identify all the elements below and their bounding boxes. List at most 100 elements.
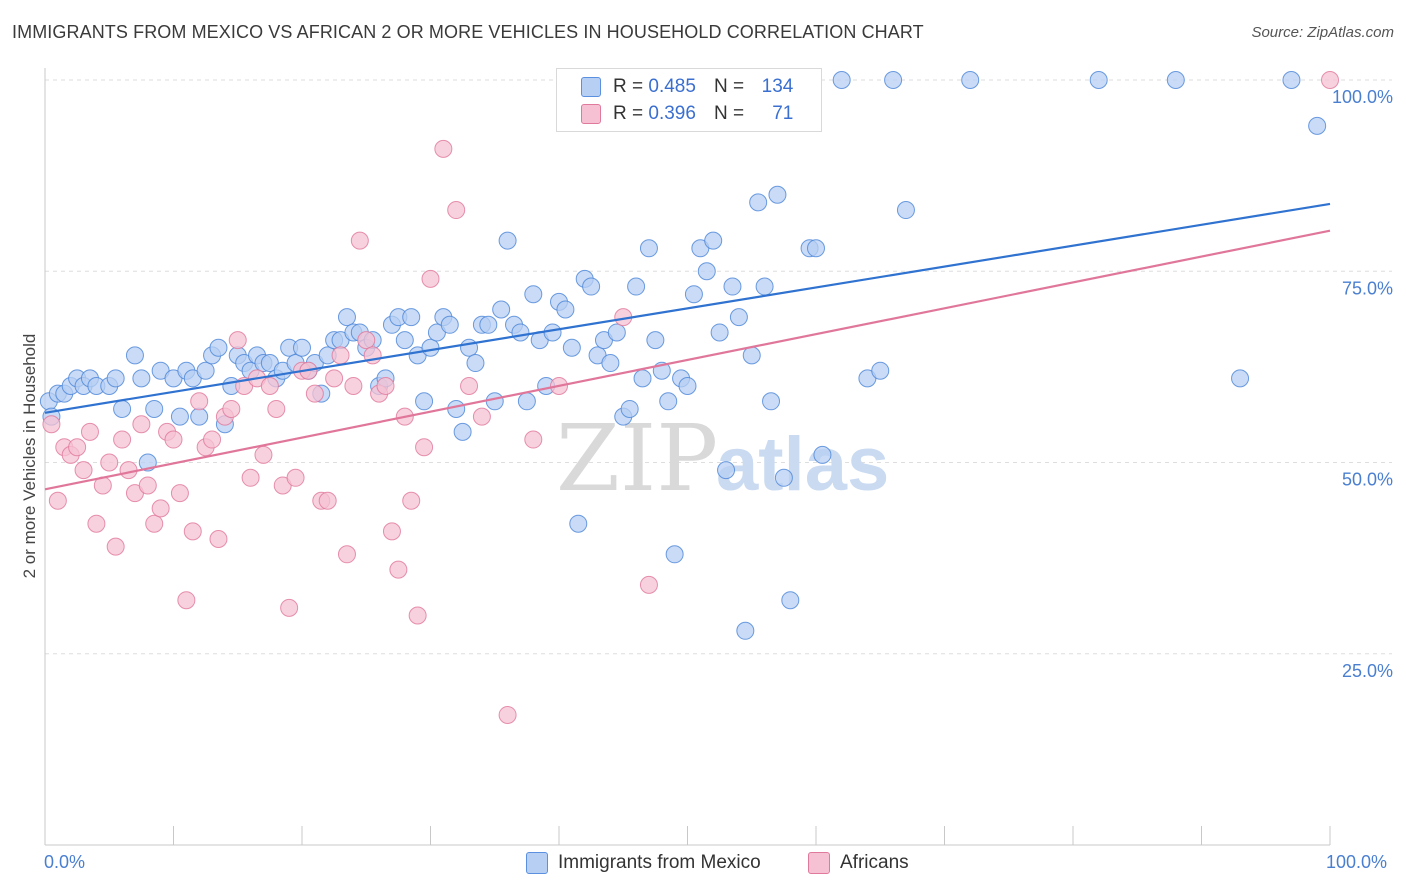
data-point (132, 415, 151, 434)
data-point (569, 514, 588, 533)
data-point (415, 392, 434, 411)
data-point (145, 514, 164, 533)
data-point (813, 445, 832, 464)
data-point (704, 231, 723, 250)
data-point (762, 392, 781, 411)
x-tick-max: 100.0% (1326, 852, 1388, 872)
data-point (68, 438, 87, 457)
watermark-zip: ZIP (556, 405, 718, 512)
r-label: R = (613, 103, 644, 124)
data-point (344, 377, 363, 395)
data-point (639, 575, 658, 594)
data-point (357, 331, 376, 350)
data-point (1231, 369, 1250, 388)
data-point (305, 384, 324, 403)
data-point (524, 285, 543, 304)
data-point (440, 315, 459, 334)
data-point (768, 185, 787, 204)
mexico-swatch (581, 77, 601, 97)
data-point (87, 514, 106, 533)
data-point (402, 308, 421, 327)
y-tick-labels: 25.0% 50.0% 75.0% 100.0% (1332, 87, 1393, 681)
data-point (627, 277, 646, 296)
data-point (774, 468, 793, 487)
data-point (717, 461, 736, 480)
n-label: N = (713, 103, 745, 124)
data-point (106, 369, 125, 388)
data-point (639, 239, 658, 258)
data-point (350, 231, 369, 250)
data-point (684, 285, 703, 304)
data-point (601, 354, 620, 373)
data-point (646, 331, 665, 350)
data-point (723, 277, 742, 296)
data-point (376, 377, 395, 395)
watermark-atlas: atlas (716, 422, 889, 507)
data-point (190, 407, 209, 426)
gridlines (45, 79, 1392, 655)
data-points (39, 71, 1339, 724)
data-point (196, 361, 215, 380)
data-point (325, 369, 344, 388)
data-point (209, 530, 228, 548)
data-point (100, 453, 119, 472)
data-point (517, 392, 536, 411)
trend-line (44, 202, 1331, 414)
watermark: ZIP atlas (556, 405, 889, 512)
data-point (48, 491, 67, 510)
data-point (382, 522, 401, 541)
data-point (447, 201, 466, 220)
data-point (434, 139, 453, 158)
data-point (254, 445, 273, 464)
data-point (402, 491, 421, 510)
y-tick-label: 25.0% (1342, 661, 1393, 681)
data-point (582, 277, 601, 296)
africans-swatch (808, 852, 830, 874)
data-point (42, 415, 61, 434)
series-legend: Immigrants from Mexico Africans (0, 852, 1406, 878)
data-point (498, 231, 517, 250)
data-point (1089, 71, 1108, 89)
data-point (145, 399, 164, 418)
legend-row-africans: R = 0.396 N = 71 (581, 102, 793, 126)
data-point (466, 354, 485, 373)
mexico-swatch (526, 852, 548, 874)
series-africans (42, 71, 1339, 724)
data-point (472, 407, 491, 426)
data-point (138, 476, 157, 495)
data-point (80, 422, 99, 441)
chart-title: IMMIGRANTS FROM MEXICO VS AFRICAN 2 OR M… (12, 22, 924, 42)
data-point (781, 591, 800, 610)
data-point (415, 438, 434, 457)
data-point (832, 71, 851, 89)
data-point (222, 399, 241, 418)
data-point (125, 346, 144, 365)
data-point (562, 338, 581, 357)
africans-swatch (581, 104, 601, 124)
source-credit: Source: ZipAtlas.com (1251, 24, 1394, 41)
data-point (408, 606, 427, 625)
data-point (620, 399, 639, 418)
data-point (896, 201, 915, 220)
data-point (190, 392, 209, 411)
data-point (395, 331, 414, 350)
data-point (511, 323, 530, 342)
data-point (453, 422, 472, 441)
data-point (1308, 116, 1327, 135)
data-point (170, 484, 189, 503)
data-point (498, 705, 517, 724)
data-point (665, 545, 684, 564)
stats-legend: R = 0.485 N = 134 R = 0.396 N = 71 (556, 68, 822, 132)
data-point (260, 377, 279, 395)
data-point (267, 399, 286, 418)
data-point (74, 461, 93, 480)
legend-item-mexico: Immigrants from Mexico (526, 852, 761, 874)
data-point (228, 331, 247, 350)
legend-row-mexico: R = 0.485 N = 134 (581, 75, 793, 99)
data-point (678, 377, 697, 395)
legend-label-africans: Africans (840, 852, 909, 873)
data-point (755, 277, 774, 296)
y-tick-label: 100.0% (1332, 87, 1393, 107)
legend-label-mexico: Immigrants from Mexico (558, 852, 761, 873)
